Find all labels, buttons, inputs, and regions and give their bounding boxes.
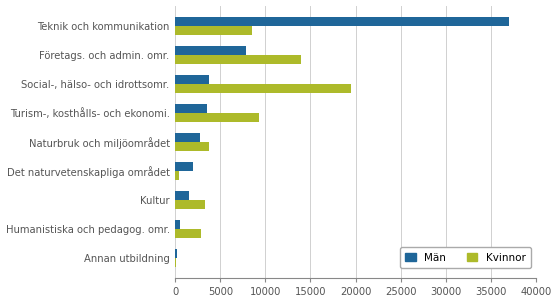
Bar xyxy=(175,17,509,26)
Bar xyxy=(175,220,180,229)
Bar xyxy=(175,258,176,267)
Bar xyxy=(175,162,193,171)
Bar xyxy=(175,104,207,113)
Bar xyxy=(175,249,177,258)
Bar xyxy=(175,133,201,142)
Bar xyxy=(175,200,205,209)
Bar xyxy=(175,113,259,122)
Bar xyxy=(175,142,209,151)
Bar xyxy=(175,46,246,55)
Bar xyxy=(175,26,252,35)
Bar xyxy=(175,55,301,64)
Bar xyxy=(175,171,179,180)
Bar xyxy=(175,84,351,93)
Bar xyxy=(175,229,202,238)
Bar xyxy=(175,75,209,84)
Legend: Män, Kvinnor: Män, Kvinnor xyxy=(400,247,531,268)
Bar xyxy=(175,191,189,200)
